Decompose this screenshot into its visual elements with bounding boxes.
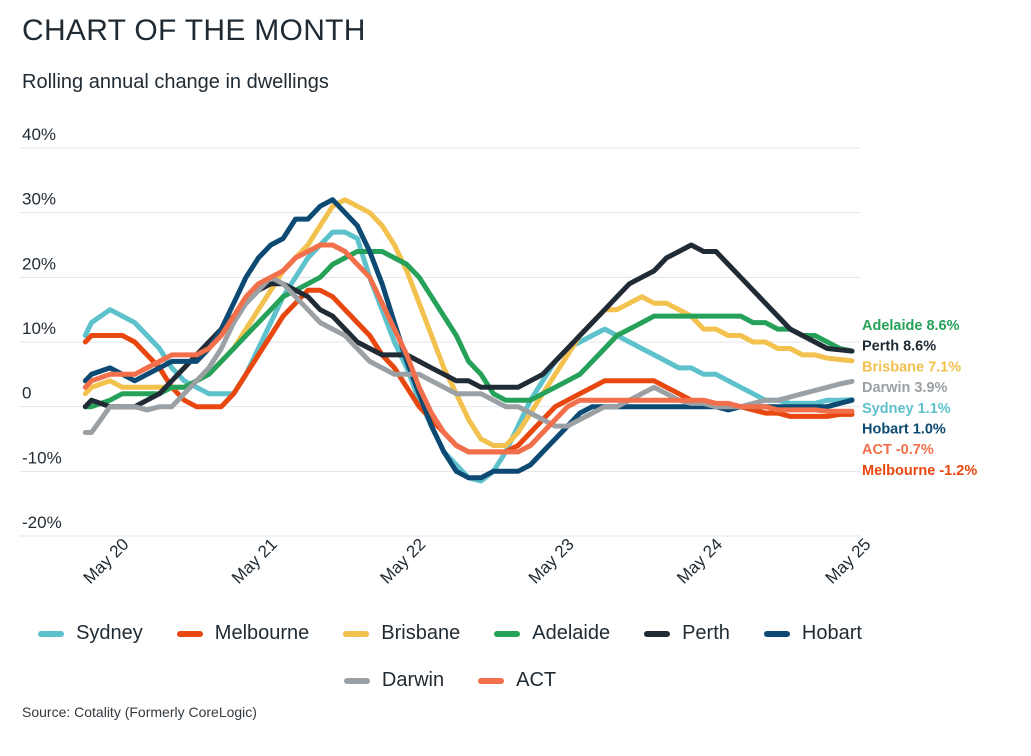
- chart-subtitle: Rolling annual change in dwellings: [22, 71, 329, 93]
- end-label-brisbane: Brisbane 7.1%: [862, 359, 961, 375]
- y-tick-label: -10%: [22, 448, 62, 467]
- series-lines: [82, 197, 855, 484]
- end-label-act: ACT -0.7%: [862, 442, 934, 458]
- line-chart: 40% 30% 20% 10% 0 -10% -20% May 20 May 21 May 22…: [20, 125, 977, 588]
- y-tick-label: -20%: [22, 513, 62, 532]
- legend-item-perth: Perth: [644, 622, 730, 645]
- legend-swatch: [763, 630, 790, 637]
- legend-label: Perth: [682, 622, 730, 644]
- legend-item-brisbane: Brisbane: [343, 622, 460, 645]
- page-title: CHART OF THE MONTH: [22, 14, 366, 47]
- end-label-hobart: Hobart 1.0%: [862, 422, 946, 438]
- source-note: Source: Cotality (Formerly CoreLogic): [22, 704, 257, 720]
- series-line-act: [82, 242, 855, 455]
- legend-item-darwin: Darwin: [343, 669, 445, 692]
- legend: Sydney Melbourne Brisbane Adelaide Perth Hoba…: [0, 622, 900, 692]
- legend-label: Sydney: [76, 622, 143, 644]
- legend-label: ACT: [516, 669, 557, 691]
- series-line-perth: [82, 242, 855, 410]
- end-label-perth: Perth 8.6%: [862, 339, 936, 355]
- legend-label: Adelaide: [532, 622, 611, 644]
- x-tick-label: May 24: [673, 535, 726, 588]
- end-label-adelaide: Adelaide 8.6%: [862, 318, 960, 334]
- legend-item-act: ACT: [478, 669, 556, 692]
- series-line-darwin: [82, 274, 855, 435]
- y-tick-label: 30%: [22, 190, 56, 209]
- legend-swatch: [494, 630, 521, 637]
- end-label-sydney: Sydney 1.1%: [862, 401, 951, 417]
- legend-item-hobart: Hobart: [763, 622, 862, 645]
- legend-swatch: [478, 677, 505, 684]
- legend-label: Hobart: [801, 622, 862, 644]
- x-tick-label: May 23: [525, 535, 578, 588]
- legend-label: Darwin: [381, 669, 445, 691]
- y-tick-label: 10%: [22, 319, 56, 338]
- x-tick-label: May 20: [80, 535, 133, 588]
- y-tick-label: 20%: [22, 254, 56, 273]
- legend-swatch: [343, 630, 370, 637]
- x-tick-label: May 25: [822, 535, 875, 588]
- x-tick-label: May 21: [228, 535, 281, 588]
- legend-label: Brisbane: [381, 622, 461, 644]
- y-tick-label: 40%: [22, 125, 56, 144]
- end-labels: Adelaide 8.6% Perth 8.6% Brisbane 7.1% Darw…: [862, 318, 977, 479]
- gridlines: [20, 147, 860, 537]
- legend-swatch: [38, 630, 65, 637]
- legend-label: Melbourne: [214, 622, 310, 644]
- x-tick-label: May 22: [376, 535, 429, 588]
- legend-item-sydney: Sydney: [38, 622, 143, 645]
- legend-swatch: [343, 677, 370, 684]
- end-label-melbourne: Melbourne -1.2%: [862, 463, 977, 479]
- series-line-hobart: [82, 197, 855, 481]
- end-label-darwin: Darwin 3.9%: [862, 380, 948, 396]
- legend-item-melbourne: Melbourne: [176, 622, 310, 645]
- legend-item-adelaide: Adelaide: [494, 622, 610, 645]
- legend-swatch: [644, 630, 671, 637]
- y-axis: 40% 30% 20% 10% 0 -10% -20%: [22, 125, 62, 532]
- x-axis: May 20 May 21 May 22 May 23 May 24 May 25: [80, 535, 875, 588]
- series-line-adelaide: [82, 249, 855, 410]
- y-tick-label: 0: [22, 384, 31, 403]
- legend-swatch: [176, 630, 203, 637]
